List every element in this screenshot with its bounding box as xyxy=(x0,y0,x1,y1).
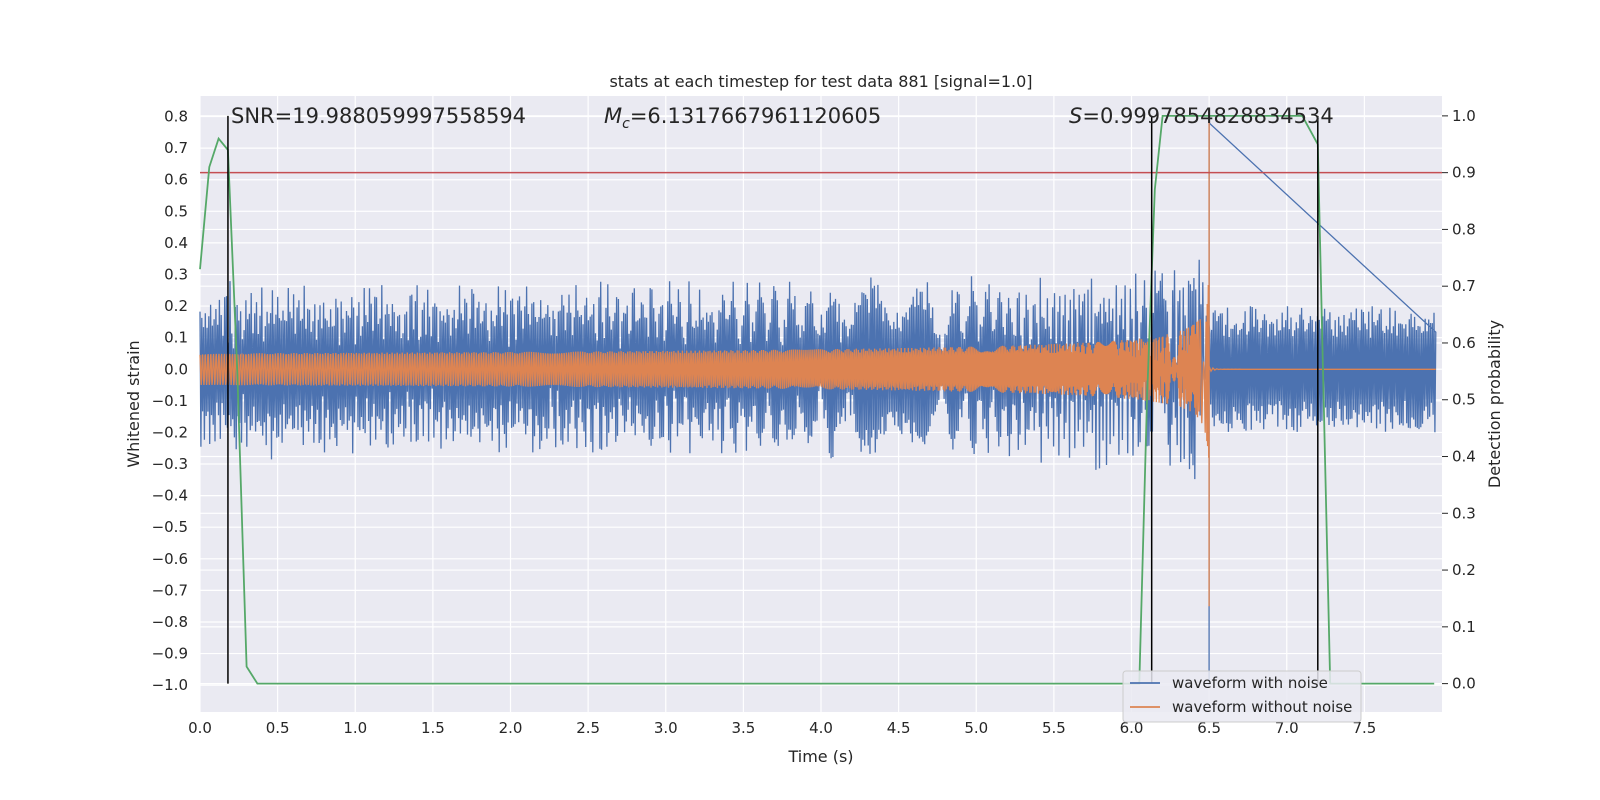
chirp-mass-annotation: Mc=6.1317667961120605 xyxy=(604,104,881,132)
x-tick-label: 5.0 xyxy=(964,719,988,737)
x-tick-label: 7.5 xyxy=(1352,719,1376,737)
score-annotation: S=0.9997854828834534 xyxy=(1069,104,1334,128)
x-tick-label: 4.0 xyxy=(809,719,833,737)
y2-tick-label: 0.8 xyxy=(1452,220,1476,238)
series-waveform-with-noise xyxy=(199,121,1437,686)
x-tick-label: 6.0 xyxy=(1120,719,1144,737)
score-value: =0.9997854828834534 xyxy=(1082,104,1333,128)
y-tick-label: −0.1 xyxy=(152,392,188,410)
y2-tick-label: 0.9 xyxy=(1452,164,1476,182)
x-tick-label: 2.0 xyxy=(499,719,523,737)
legend-box xyxy=(1122,670,1362,723)
y-tick-label: −0.9 xyxy=(152,645,188,663)
y2-tick-label: 0.7 xyxy=(1452,277,1476,295)
y2-tick-label: 0.4 xyxy=(1452,448,1476,466)
chirp-mass-subscript: c xyxy=(622,116,630,132)
y2-tick-label: 1.0 xyxy=(1452,107,1476,125)
y-tick-label: −0.7 xyxy=(152,581,188,599)
series-waveform-without-noise xyxy=(199,122,1436,607)
y-tick-label: 0.8 xyxy=(164,108,188,126)
y-tick-label: 0.0 xyxy=(164,360,188,378)
x-tick-label: 4.5 xyxy=(887,719,911,737)
y-tick-label: 0.4 xyxy=(164,234,188,252)
y-tick-label: 0.5 xyxy=(164,202,188,220)
snr-annotation: SNR=19.988059997558594 xyxy=(231,104,526,128)
x-tick-label: 0.0 xyxy=(188,719,212,737)
y2-tick-label: 0.1 xyxy=(1452,618,1476,636)
y-axis-label: Whitened strain xyxy=(124,340,143,467)
y-tick-label: 0.6 xyxy=(164,171,188,189)
y-tick-label: 0.2 xyxy=(164,297,188,315)
x-axis-label: Time (s) xyxy=(787,747,853,766)
y2-tick-label: 0.0 xyxy=(1452,675,1476,693)
x-tick-label: 1.5 xyxy=(421,719,445,737)
x-tick-label: 3.5 xyxy=(731,719,755,737)
x-tick-label: 5.5 xyxy=(1042,719,1066,737)
x-tick-label: 3.0 xyxy=(654,719,678,737)
x-tick-label: 6.5 xyxy=(1197,719,1221,737)
y-tick-label: −0.8 xyxy=(152,613,188,631)
y-tick-label: −0.4 xyxy=(152,487,188,505)
y-tick-label: −0.6 xyxy=(152,550,188,568)
y2-tick-label: 0.2 xyxy=(1452,561,1476,579)
x-tick-label: 0.5 xyxy=(266,719,290,737)
y2-tick-label: 0.6 xyxy=(1452,334,1476,352)
chirp-mass-value: =6.1317667961120605 xyxy=(630,104,881,128)
y-tick-label: 0.1 xyxy=(164,329,188,347)
chart-title: stats at each timestep for test data 881… xyxy=(609,72,1032,91)
y-tick-label: 0.3 xyxy=(164,265,188,283)
legend-label-noise: waveform with noise xyxy=(1172,674,1328,692)
x-tick-label: 1.0 xyxy=(343,719,367,737)
chirp-mass-symbol: M xyxy=(604,104,622,128)
y2-tick-label: 0.3 xyxy=(1452,504,1476,522)
y-tick-label: −0.2 xyxy=(152,423,188,441)
legend-label-clean: waveform without noise xyxy=(1172,698,1352,716)
x-tick-label: 2.5 xyxy=(576,719,600,737)
y-tick-label: −1.0 xyxy=(152,676,188,694)
y2-axis-label: Detection probability xyxy=(1485,320,1504,488)
y-tick-label: −0.5 xyxy=(152,518,188,536)
legend: waveform with noise waveform without noi… xyxy=(1122,670,1362,723)
y-tick-label: −0.3 xyxy=(152,455,188,473)
axis-ticks: 0.0 0.5 1.0 1.5 2.0 2.5 3.0 3.5 4.0 4.5 5.0 5.5 6.0 6… xyxy=(152,107,1476,737)
y2-tick-label: 0.5 xyxy=(1452,391,1476,409)
score-symbol: S xyxy=(1069,104,1082,128)
y-tick-label: 0.7 xyxy=(164,139,188,157)
x-tick-label: 7.0 xyxy=(1275,719,1299,737)
